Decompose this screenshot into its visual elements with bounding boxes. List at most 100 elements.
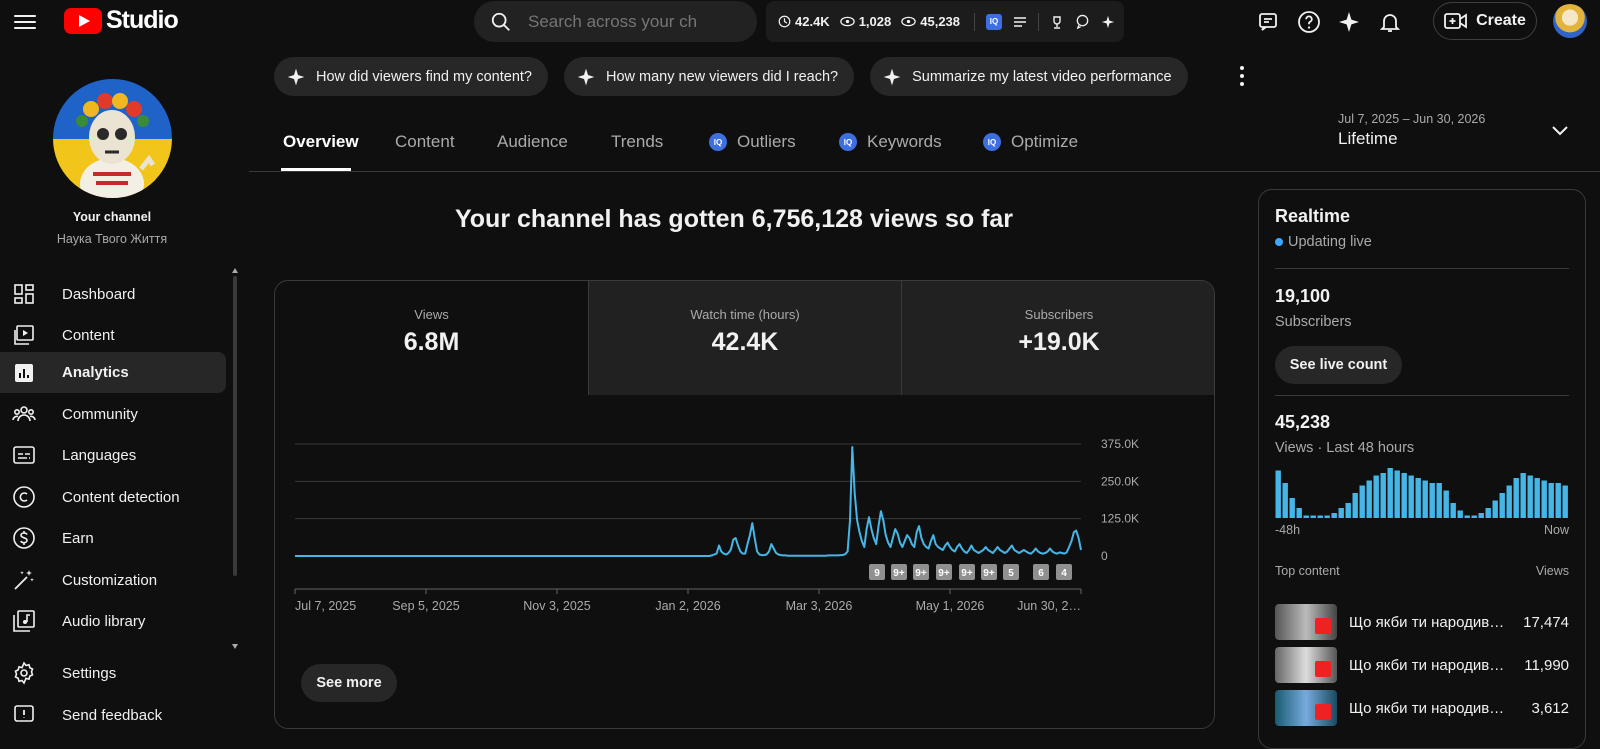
sparkle-icon[interactable] xyxy=(1101,15,1115,29)
realtime-bar[interactable] xyxy=(1303,515,1309,519)
realtime-bar[interactable] xyxy=(1338,508,1344,518)
add-comment-icon[interactable] xyxy=(1256,9,1282,35)
realtime-bar[interactable] xyxy=(1359,485,1365,519)
sidebar-scrollbar[interactable] xyxy=(233,276,237,576)
chip-summarize-latest[interactable]: Summarize my latest video performance xyxy=(870,57,1188,96)
sidebar-item-settings[interactable]: Settings xyxy=(0,652,226,694)
upload-marker[interactable]: 6 xyxy=(1033,564,1049,580)
realtime-bar[interactable] xyxy=(1450,503,1456,518)
sidebar-item-community[interactable]: Community xyxy=(0,393,226,435)
sidebar-item-customization[interactable]: Customization xyxy=(0,559,226,601)
chat-bubble-icon[interactable] xyxy=(1075,14,1090,29)
studio-logo[interactable]: Studio xyxy=(64,6,179,35)
create-button[interactable]: Create xyxy=(1433,2,1537,40)
trophy-icon[interactable] xyxy=(1050,15,1064,29)
tab-content[interactable]: Content xyxy=(395,132,455,152)
tab-keywords[interactable]: IQ Keywords xyxy=(839,132,942,152)
sidebar-item-audio-library[interactable]: Audio library xyxy=(0,600,226,642)
realtime-bar[interactable] xyxy=(1331,513,1337,518)
tab-audience[interactable]: Audience xyxy=(497,132,568,152)
realtime-bar[interactable] xyxy=(1401,473,1407,518)
realtime-bar[interactable] xyxy=(1513,478,1519,518)
upload-marker[interactable]: 9+ xyxy=(959,564,975,580)
upload-marker[interactable]: 9+ xyxy=(891,564,907,580)
tab-outliers[interactable]: IQ Outliers xyxy=(709,132,796,152)
sidebar-item-analytics[interactable]: Analytics xyxy=(0,352,226,393)
channel-avatar[interactable] xyxy=(53,79,172,198)
realtime-bar[interactable] xyxy=(1317,515,1323,519)
realtime-bar-chart[interactable] xyxy=(1275,466,1569,518)
metric-watch-time[interactable]: Watch time (hours) 42.4K xyxy=(588,281,901,395)
realtime-bar[interactable] xyxy=(1289,498,1295,518)
account-avatar[interactable] xyxy=(1553,4,1587,38)
realtime-bar[interactable] xyxy=(1380,473,1386,518)
vidiq-icon[interactable]: IQ xyxy=(986,13,1003,30)
realtime-bar[interactable] xyxy=(1506,485,1512,519)
realtime-bar[interactable] xyxy=(1492,500,1498,519)
realtime-bar[interactable] xyxy=(1352,493,1358,518)
realtime-bar[interactable] xyxy=(1527,475,1533,519)
realtime-bar[interactable] xyxy=(1324,515,1330,519)
see-live-count-button[interactable]: See live count xyxy=(1275,346,1402,384)
sidebar-item-earn[interactable]: Earn xyxy=(0,517,226,559)
chip-new-viewers[interactable]: How many new viewers did I reach? xyxy=(564,57,855,96)
top-content-row[interactable]: Що якби ти народивс… 3,612 xyxy=(1275,689,1575,727)
notifications-bell-icon[interactable] xyxy=(1377,9,1403,35)
realtime-bar[interactable] xyxy=(1555,483,1561,518)
sidebar-item-languages[interactable]: Languages xyxy=(0,434,226,476)
realtime-bar[interactable] xyxy=(1310,515,1316,519)
menu-icon[interactable] xyxy=(14,10,36,34)
realtime-bar[interactable] xyxy=(1282,483,1288,518)
top-content-row[interactable]: Що якби ти народив… 17,474 xyxy=(1275,603,1575,641)
views-line-chart[interactable]: 375.0K 250.0K 125.0K 0 Jul 7, 2025 Sep 5, 202… xyxy=(275,411,1215,651)
search-input[interactable] xyxy=(528,11,698,32)
tab-optimize[interactable]: IQ Optimize xyxy=(983,132,1078,152)
realtime-bar[interactable] xyxy=(1443,490,1449,519)
list-icon[interactable] xyxy=(1013,16,1027,28)
realtime-bar[interactable] xyxy=(1415,478,1421,518)
realtime-bar[interactable] xyxy=(1422,480,1428,519)
realtime-bar[interactable] xyxy=(1499,493,1505,518)
realtime-bar[interactable] xyxy=(1471,515,1477,519)
metric-subscribers[interactable]: Subscribers +19.0K xyxy=(901,281,1214,395)
upload-marker[interactable]: 4 xyxy=(1056,564,1072,580)
realtime-bar[interactable] xyxy=(1394,470,1400,519)
views-series-line[interactable] xyxy=(295,446,1082,557)
sidebar-item-content-detection[interactable]: Content detection xyxy=(0,476,226,518)
metric-views[interactable]: Views 6.8M xyxy=(275,281,588,395)
realtime-bar[interactable] xyxy=(1464,515,1470,519)
help-icon[interactable] xyxy=(1296,9,1322,35)
realtime-bar[interactable] xyxy=(1366,480,1372,519)
realtime-bar[interactable] xyxy=(1373,475,1379,519)
realtime-bar[interactable] xyxy=(1436,483,1442,518)
upload-marker[interactable]: 9+ xyxy=(913,564,929,580)
realtime-bar[interactable] xyxy=(1275,470,1281,519)
sidebar-item-send-feedback[interactable]: Send feedback xyxy=(0,694,226,736)
realtime-bar[interactable] xyxy=(1429,483,1435,518)
realtime-bar[interactable] xyxy=(1562,485,1568,519)
sidebar-item-dashboard[interactable]: Dashboard xyxy=(0,273,226,315)
scroll-down-arrow-icon[interactable] xyxy=(232,644,238,649)
more-options-icon[interactable] xyxy=(1239,66,1245,86)
upload-marker[interactable]: 9+ xyxy=(981,564,997,580)
upload-marker[interactable]: 9+ xyxy=(936,564,952,580)
realtime-bar[interactable] xyxy=(1296,508,1302,518)
realtime-bar[interactable] xyxy=(1387,468,1393,518)
realtime-bar[interactable] xyxy=(1541,480,1547,519)
upload-marker[interactable]: 9 xyxy=(869,564,885,580)
realtime-bar[interactable] xyxy=(1457,510,1463,519)
sparkle-icon[interactable] xyxy=(1336,9,1362,35)
realtime-bar[interactable] xyxy=(1478,513,1484,518)
top-content-row[interactable]: Що якби ти народив… 11,990 xyxy=(1275,646,1575,684)
chip-viewer-sources[interactable]: How did viewers find my content? xyxy=(274,57,548,96)
sidebar-item-content[interactable]: Content xyxy=(0,314,226,356)
realtime-bar[interactable] xyxy=(1345,503,1351,518)
realtime-bar[interactable] xyxy=(1548,483,1554,518)
scroll-up-arrow-icon[interactable] xyxy=(232,268,238,273)
realtime-bar[interactable] xyxy=(1485,508,1491,518)
channel-stats-pill[interactable]: 42.4K 1,028 45,238 IQ xyxy=(766,1,1124,42)
realtime-bar[interactable] xyxy=(1534,478,1540,518)
realtime-bar[interactable] xyxy=(1408,475,1414,519)
tab-trends[interactable]: Trends xyxy=(611,132,663,152)
see-more-button[interactable]: See more xyxy=(301,664,397,702)
